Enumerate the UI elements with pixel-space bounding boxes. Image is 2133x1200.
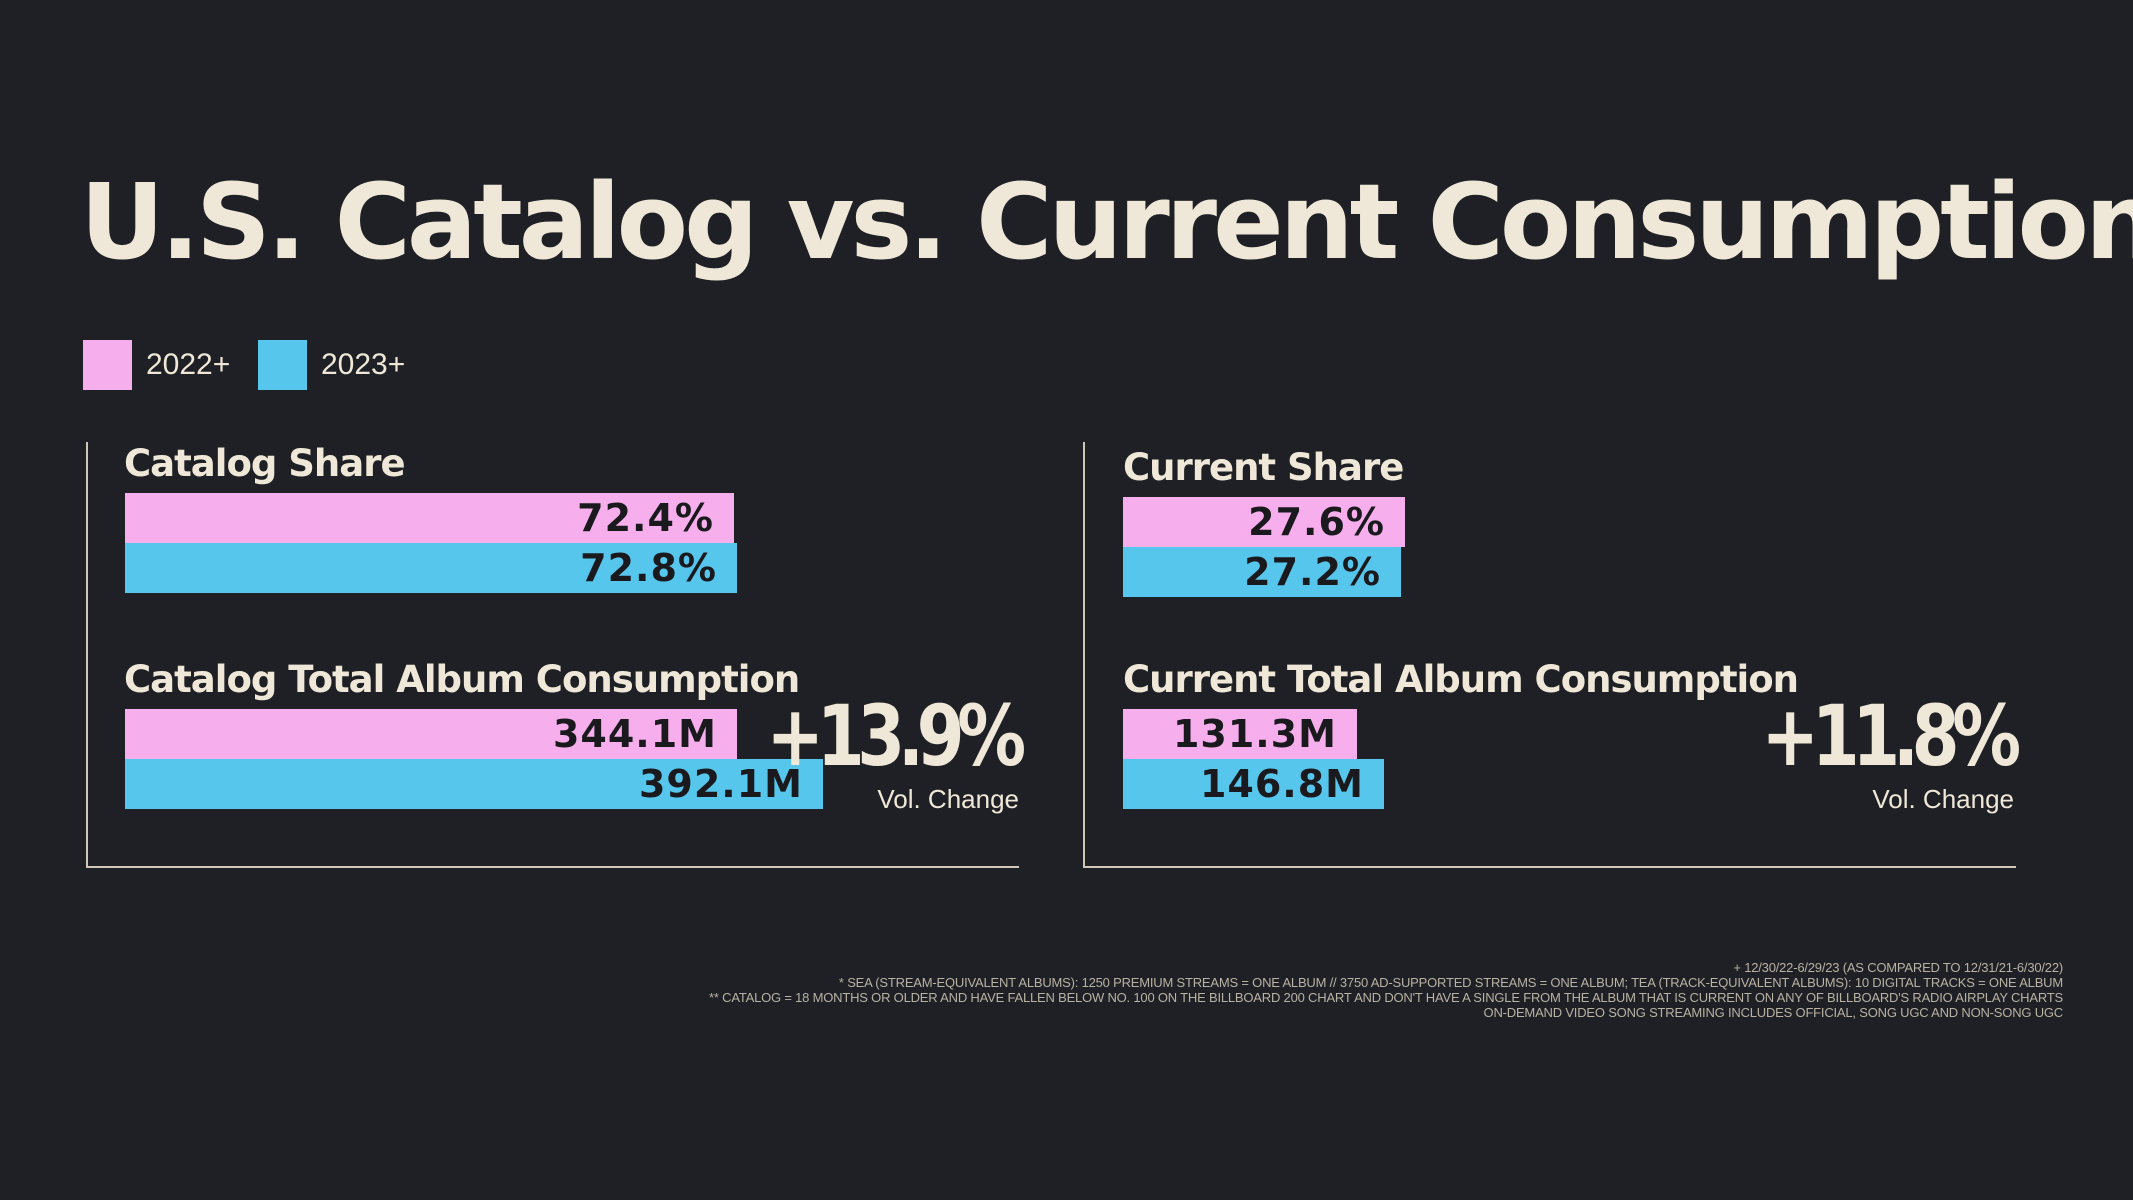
- current-vol-change-value: +11.8%: [1761, 687, 2022, 785]
- current-consumption-bar-2023: 146.8M: [1123, 759, 1384, 809]
- catalog-vol-change: +13.9% Vol. Change: [711, 687, 1027, 815]
- current-panel-frame: [1083, 442, 2016, 868]
- current-share-title: Current Share: [1123, 446, 1404, 489]
- footnote-video-streaming: ON-DEMAND VIDEO SONG STREAMING INCLUDES …: [1483, 1005, 2064, 1020]
- legend-label-2022: 2022+: [146, 348, 231, 381]
- legend-swatch-2022: [83, 340, 132, 390]
- footnote-period: + 12/30/22-6/29/23 (AS COMPARED TO 12/31…: [1733, 960, 2063, 975]
- footnote-catalog-definition: ** CATALOG = 18 MONTHS OR OLDER AND HAVE…: [709, 990, 2063, 1005]
- current-share-bar-2022: 27.6%: [1123, 497, 1405, 547]
- current-panel: Current Share 27.6% 27.2% Current Total …: [1083, 442, 2022, 868]
- current-vol-change-label: Vol. Change: [1872, 784, 2014, 814]
- current-consumption-title: Current Total Album Consumption: [1123, 658, 1799, 701]
- footnote-sea-tea: * SEA (STREAM-EQUIVALENT ALBUMS): 1250 P…: [838, 975, 2063, 990]
- catalog-share-title: Catalog Share: [124, 442, 406, 485]
- catalog-panel-frame: [86, 442, 1019, 868]
- catalog-share-bar-2023: 72.8%: [125, 543, 737, 593]
- current-consumption-bar-2022: 131.3M: [1123, 709, 1357, 759]
- catalog-panel: Catalog Share 72.4% 72.8% Catalog Total …: [86, 442, 1027, 868]
- current-vol-change: +11.8% Vol. Change: [1706, 687, 2022, 815]
- catalog-vol-change-value: +13.9%: [766, 687, 1027, 785]
- page-title: U.S. Catalog vs. Current Consumption: [80, 161, 2133, 283]
- catalog-consumption-bar-2022: 344.1M: [125, 709, 737, 759]
- current-share-bar-2023: 27.2%: [1123, 547, 1401, 597]
- catalog-consumption-title: Catalog Total Album Consumption: [124, 658, 800, 701]
- catalog-consumption-bar-2023: 392.1M: [125, 759, 823, 809]
- catalog-share-bar-2022: 72.4%: [125, 493, 734, 543]
- legend-label-2023: 2023+: [321, 348, 406, 381]
- footnotes: + 12/30/22-6/29/23 (AS COMPARED TO 12/31…: [709, 960, 2063, 1020]
- legend-swatch-2023: [258, 340, 307, 390]
- catalog-vol-change-label: Vol. Change: [877, 784, 1019, 814]
